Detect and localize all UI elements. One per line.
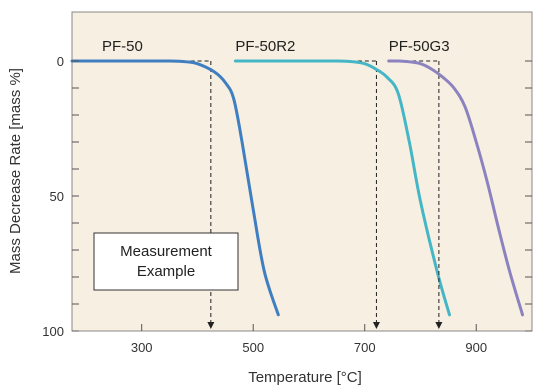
annotation-line-2: Example [137,263,195,280]
x-tick-label: 500 [242,340,264,355]
series-layer [70,59,525,329]
x-tick-label: 900 [465,340,487,355]
x-tick-label: 300 [131,340,153,355]
series-3-marker-arrow [435,322,443,329]
y-axis-label: Mass Decrease Rate [mass %] [7,68,24,274]
series-2-line [233,59,451,317]
annotation-box: Measurement Example [93,232,239,291]
series-1-label: PF-50 [102,38,143,55]
series-2-label: PF-50R2 [235,38,295,55]
series-3-label: PF-50G3 [389,38,450,55]
y-tick-label: 100 [42,324,64,339]
series-1-line [70,59,280,317]
y-tick-label: 0 [57,54,64,69]
axis-layer: 300 500 700 900 0 50 100 [42,54,532,355]
y-tick-label: 50 [50,189,64,204]
label-layer: PF-50 PF-50R2 PF-50G3 [102,38,450,55]
x-axis-label: Temperature [°C] [248,369,362,386]
series-3-line [387,59,525,317]
x-tick-label: 700 [354,340,376,355]
series-1-marker-arrow [207,322,215,329]
annotation-line-1: Measurement [120,243,213,260]
series-2-marker-arrow [372,322,380,329]
